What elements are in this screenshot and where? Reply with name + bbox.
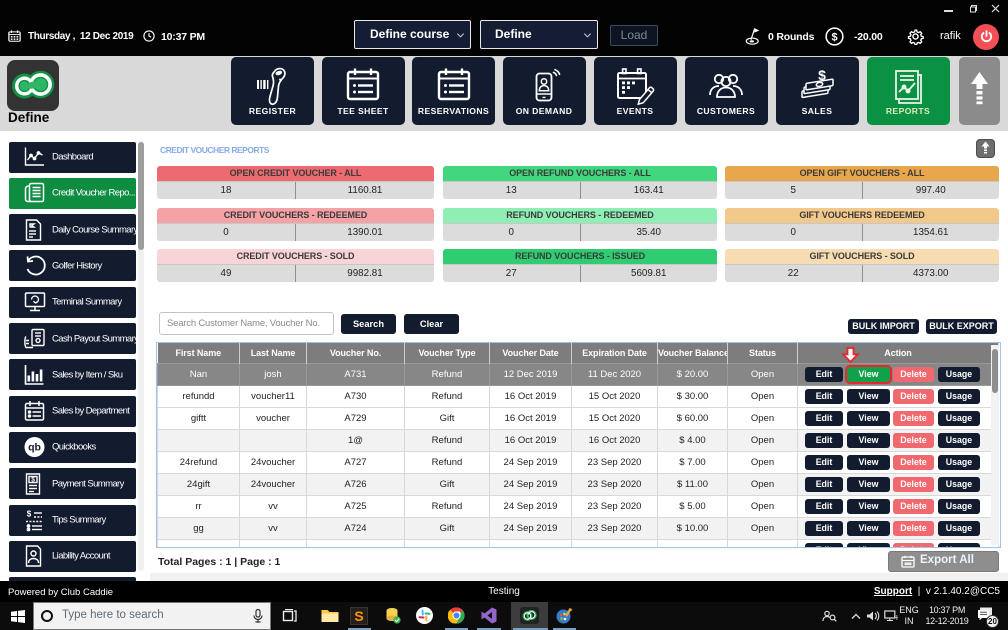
svg-text:$: $	[27, 510, 32, 519]
svg-text:$: $	[31, 476, 35, 483]
svg-text:qb: qb	[28, 442, 41, 454]
svg-text:$: $	[831, 31, 837, 43]
svg-text:$: $	[818, 67, 826, 83]
